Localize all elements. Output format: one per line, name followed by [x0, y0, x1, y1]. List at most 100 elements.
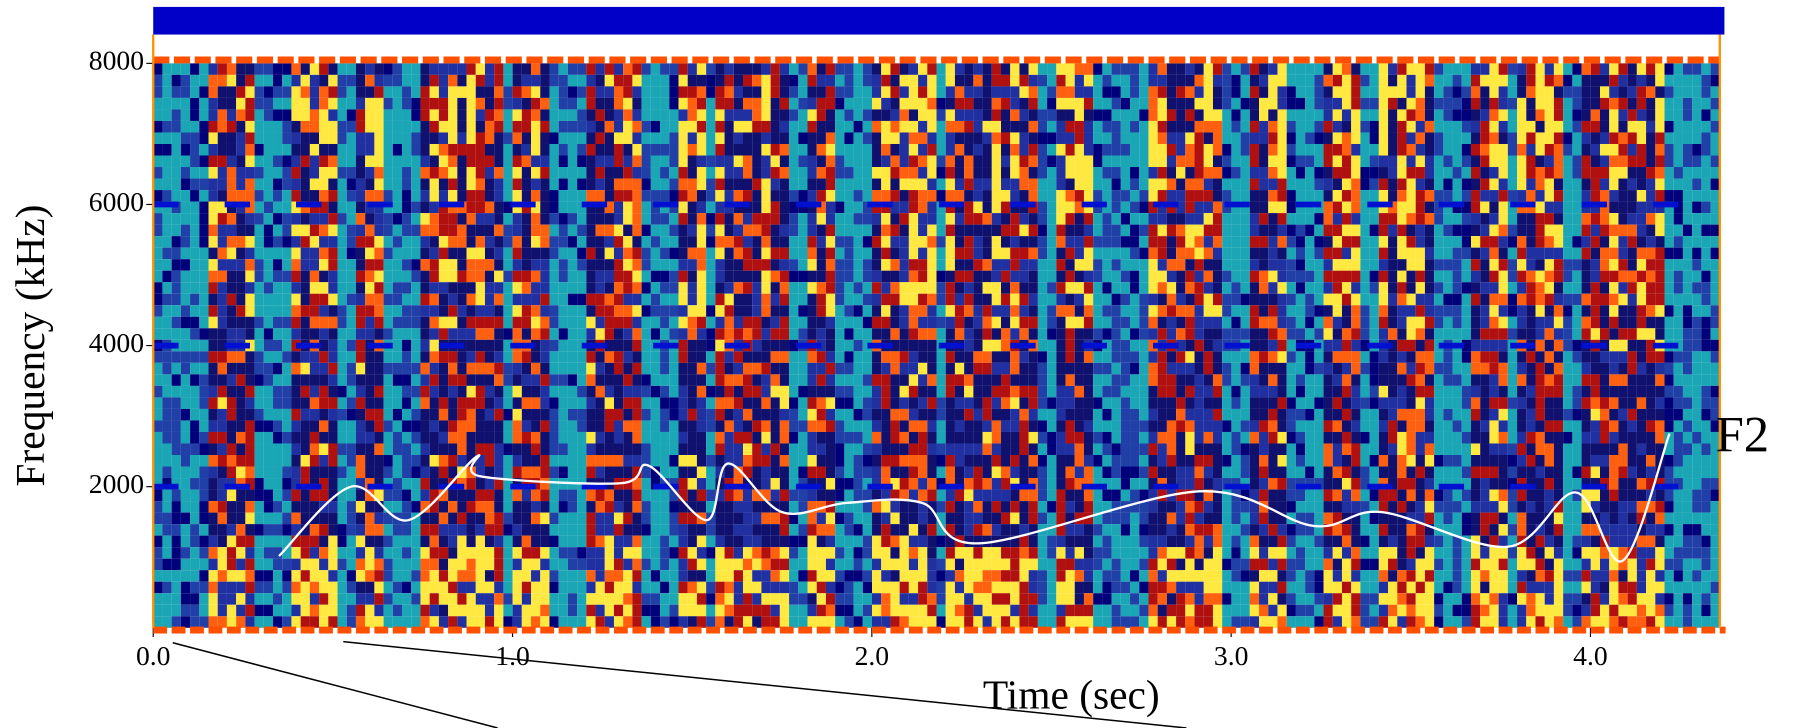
spectrogram-cell [549, 547, 558, 559]
spectrogram-cell [1029, 225, 1038, 237]
spectrogram-cell [328, 443, 337, 455]
spectrogram-cell [549, 98, 558, 110]
spectrogram-cell [356, 536, 365, 548]
spectrogram-cell [245, 98, 254, 110]
spectrogram-cell [964, 455, 973, 467]
spectrogram-cell [384, 156, 393, 168]
spectrogram-cell [642, 86, 651, 98]
spectrogram-cell [596, 236, 605, 248]
spectrogram-cell [706, 190, 715, 202]
spectrogram-cell [577, 213, 586, 225]
spectrogram-cell [568, 225, 577, 237]
spectrogram-cell [881, 616, 890, 628]
spectrogram-cell [1066, 547, 1075, 559]
spectrogram-cell [798, 582, 807, 594]
spectrogram-cell [540, 259, 549, 271]
spectrogram-cell [826, 593, 835, 605]
spectrogram-cell [900, 605, 909, 617]
spectrogram-cell [255, 478, 264, 490]
spectrogram-cell [255, 616, 264, 628]
spectrogram-cell [909, 213, 918, 225]
spectrogram-cell [734, 190, 743, 202]
spectrogram-cell [1038, 340, 1047, 352]
spectrogram-cell [964, 397, 973, 409]
spectrogram-cell [411, 282, 420, 294]
spectrogram-cell [789, 109, 798, 121]
spectrogram-cell [743, 605, 752, 617]
spectrogram-cell [715, 98, 724, 110]
spectrogram-cell [190, 144, 199, 156]
spectrogram-cell [291, 132, 300, 144]
spectrogram-cell [448, 167, 457, 179]
spectrogram-cell [411, 432, 420, 444]
spectrogram-cell [522, 86, 531, 98]
spectrogram-cell [153, 363, 162, 375]
spectrogram-cell [467, 340, 476, 352]
spectrogram-cell [503, 236, 512, 248]
spectrogram-cell [448, 593, 457, 605]
spectrogram-cell [190, 179, 199, 191]
spectrogram-cell [881, 547, 890, 559]
spectrogram-cell [1075, 409, 1084, 421]
spectrogram-cell [678, 443, 687, 455]
spectrogram-cell [1029, 386, 1038, 398]
spectrogram-cell [181, 259, 190, 271]
spectrogram-cell [1019, 443, 1028, 455]
spectrogram-cell [890, 213, 899, 225]
spectrogram-cell [1066, 397, 1075, 409]
spectrogram-cell [642, 167, 651, 179]
spectrogram-cell [660, 570, 669, 582]
spectrogram-cell [964, 202, 973, 214]
spectrogram-cell [172, 420, 181, 432]
spectrogram-cell [310, 294, 319, 306]
spectrogram-cell [743, 420, 752, 432]
spectrogram-cell [1056, 455, 1065, 467]
spectrogram-cell [872, 294, 881, 306]
spectrogram-cell [255, 225, 264, 237]
spectrogram-cell [190, 213, 199, 225]
spectrogram-cell [697, 409, 706, 421]
spectrogram-cell [817, 363, 826, 375]
spectrogram-cell [384, 616, 393, 628]
spectrogram-cell [1001, 259, 1010, 271]
spectrogram-cell [356, 63, 365, 75]
spectrogram-cell [992, 397, 1001, 409]
spectrogram-cell [844, 305, 853, 317]
spectrogram-cell [494, 536, 503, 548]
spectrogram-cell [789, 236, 798, 248]
spectrogram-cell [826, 190, 835, 202]
spectrogram-cell [909, 513, 918, 525]
spectrogram-cell [761, 351, 770, 363]
spectrogram-cell [1084, 86, 1093, 98]
spectrogram-cell [881, 236, 890, 248]
spectrogram-cell [273, 121, 282, 133]
spectrogram-cell [900, 144, 909, 156]
spectrogram-cell [725, 570, 734, 582]
spectrogram-cell [273, 397, 282, 409]
spectrogram-cell [531, 374, 540, 386]
spectrogram-cell [706, 605, 715, 617]
spectrogram-cell [264, 98, 273, 110]
spectrogram-cell [494, 616, 503, 628]
spectrogram-cell [808, 75, 817, 87]
spectrogram-cell [356, 271, 365, 283]
spectrogram-cell [568, 271, 577, 283]
spectrogram-cell [540, 282, 549, 294]
spectrogram-cell [531, 409, 540, 421]
spectrogram-cell [927, 328, 936, 340]
spectrogram-cell [319, 351, 328, 363]
spectrogram-cell [347, 432, 356, 444]
spectrogram-cell [752, 248, 761, 260]
spectrogram-cell [457, 524, 466, 536]
spectrogram-cell [172, 467, 181, 479]
spectrogram-cell [992, 63, 1001, 75]
spectrogram-cell [476, 236, 485, 248]
spectrogram-cell [1038, 328, 1047, 340]
spectrogram-cell [513, 132, 522, 144]
spectrogram-cell [218, 559, 227, 571]
spectrogram-cell [678, 340, 687, 352]
spectrogram-cell [1038, 501, 1047, 513]
spectrogram-cell [937, 75, 946, 87]
spectrogram-cell [752, 455, 761, 467]
spectrogram-cell [872, 501, 881, 513]
